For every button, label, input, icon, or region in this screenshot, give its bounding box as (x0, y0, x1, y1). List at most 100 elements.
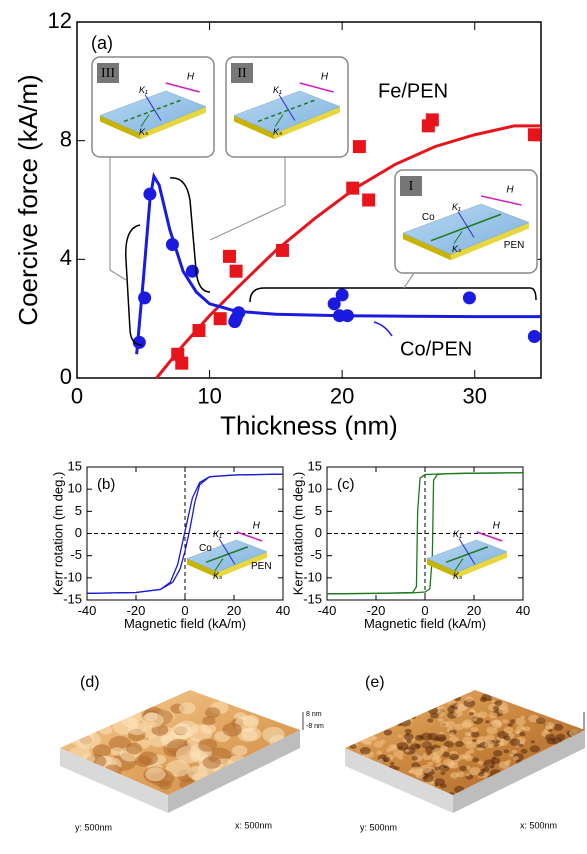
x-tick-label: -20 (127, 603, 146, 618)
fit-line (155, 124, 541, 379)
inset-badge (400, 176, 422, 196)
y-tick-label: 15 (68, 458, 82, 473)
y-axis-label: Coercive force (kA/m) (13, 74, 43, 325)
bracket (249, 287, 537, 303)
y-tick-label: 0 (315, 525, 322, 540)
slab-side (450, 222, 529, 261)
afm-grain (520, 748, 528, 754)
afm-grain (545, 724, 553, 730)
afm-grain (494, 700, 503, 706)
easy-axis (123, 99, 183, 123)
x-tick-label: 20 (227, 603, 241, 618)
x-tick-label: 40 (516, 603, 530, 618)
data-point (132, 335, 146, 349)
afm-grain (470, 731, 480, 738)
afm-grain (497, 738, 509, 746)
afm-grain (521, 726, 526, 731)
afm-grain (470, 726, 479, 733)
slab-top (402, 203, 530, 255)
afm-grain (158, 780, 172, 790)
afm-grain (390, 761, 395, 765)
ks-label: Kₛ (452, 244, 461, 254)
loop-line (86, 473, 284, 594)
afm-grain (426, 752, 431, 756)
easy-axis (445, 546, 489, 563)
k1-arrow (278, 94, 296, 121)
afm-axis-label: x: 500nm (235, 820, 272, 830)
afm-grain (476, 736, 488, 744)
slab-top (233, 90, 341, 134)
ks-label: Kₛ (139, 127, 148, 137)
afm-grain (448, 764, 455, 769)
pen-label: PEN (504, 240, 525, 251)
data-point (222, 249, 236, 263)
afm-grain (462, 719, 474, 728)
label-pointer (373, 321, 393, 337)
afm-grain (432, 747, 445, 757)
afm-grain (173, 723, 191, 735)
afm-grain (492, 705, 500, 711)
loop-line (326, 472, 524, 595)
afm-grain (427, 707, 439, 715)
afm-grain (502, 719, 509, 724)
afm-grain (404, 749, 410, 753)
x-tick-label: 40 (276, 603, 290, 618)
afm-grain (459, 765, 468, 772)
afm-grain (454, 740, 464, 748)
afm-grain (509, 738, 521, 746)
slab-side (217, 551, 267, 578)
y-tick-label: 10 (68, 481, 82, 496)
afm-grain (370, 736, 378, 742)
afm-grain (448, 792, 455, 795)
panel-label: (b) (97, 476, 115, 493)
afm-grain (484, 740, 495, 749)
afm-grain (518, 743, 524, 748)
data-point (346, 181, 360, 195)
ks-arrow (454, 558, 464, 571)
afm-grain (202, 716, 216, 726)
h-label: H (253, 521, 261, 532)
x-tick-label: -40 (78, 603, 97, 618)
data-point (232, 306, 246, 320)
k1-label: K₁ (453, 529, 462, 539)
y-tick-label: 5 (315, 503, 322, 518)
data-point (425, 113, 439, 127)
h-label: H (493, 521, 501, 532)
k1-label: K₁ (452, 202, 461, 212)
afm-grain (512, 756, 519, 761)
afm-grain (110, 747, 124, 756)
afm-grain (447, 699, 456, 705)
x-axis-label: Magnetic field (kA/m) (364, 616, 486, 631)
series-label: Fe/PEN (378, 80, 448, 102)
data-point (229, 264, 243, 278)
y-tick-label: -10 (63, 569, 82, 584)
y-tick-label: 10 (308, 481, 322, 496)
afm-grain (422, 774, 434, 783)
inset-label: III (101, 66, 115, 81)
afm-grain (376, 750, 383, 755)
afm-grain (506, 759, 512, 763)
afm-grain (503, 726, 514, 734)
afm-grain (242, 715, 260, 727)
series-label: Co/PEN (400, 338, 472, 360)
afm-grain (440, 771, 446, 775)
afm-grain (175, 745, 202, 764)
k1-arrow (144, 94, 162, 121)
afm-grain (464, 731, 471, 737)
afm-grain (99, 725, 113, 735)
afm-grain (433, 778, 445, 787)
afm-grain (454, 723, 464, 731)
connector (109, 157, 127, 281)
inset-label: II (237, 66, 247, 81)
slab-side (187, 558, 218, 578)
easy-axis (257, 99, 317, 123)
afm-grain (411, 715, 416, 719)
y-tick-label: 5 (75, 503, 82, 518)
x-tick-label: 0 (181, 603, 188, 618)
afm-grain (503, 749, 510, 754)
afm-grain (420, 764, 432, 773)
afm-grain (359, 746, 371, 755)
afm-grain (472, 717, 478, 722)
afm-grain (477, 760, 484, 765)
